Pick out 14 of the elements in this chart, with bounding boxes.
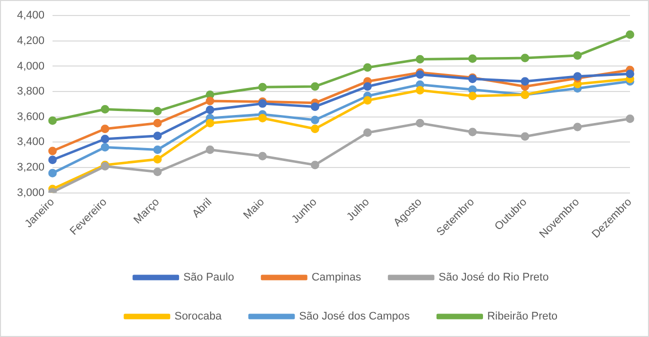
legend-label: Campinas (312, 272, 362, 284)
y-tick-label: 3,400 (16, 136, 45, 148)
y-tick-label: 3,200 (16, 162, 45, 174)
y-tick-label: 4,200 (16, 34, 45, 47)
legend-label: Ribeirão Preto (487, 310, 558, 323)
legend-label: São Paulo (183, 272, 234, 284)
y-tick-label: 4,400 (16, 10, 45, 22)
y-tick-label: 3,800 (16, 86, 45, 98)
legend-label: Sorocaba (174, 310, 222, 323)
y-tick-label: 3,600 (16, 110, 45, 123)
legend-label: São José dos Campos (299, 310, 410, 323)
y-tick-label: 3,000 (16, 186, 45, 199)
y-tick-label: 4,000 (16, 60, 45, 72)
legend-label: São José do Rio Preto (438, 272, 549, 284)
